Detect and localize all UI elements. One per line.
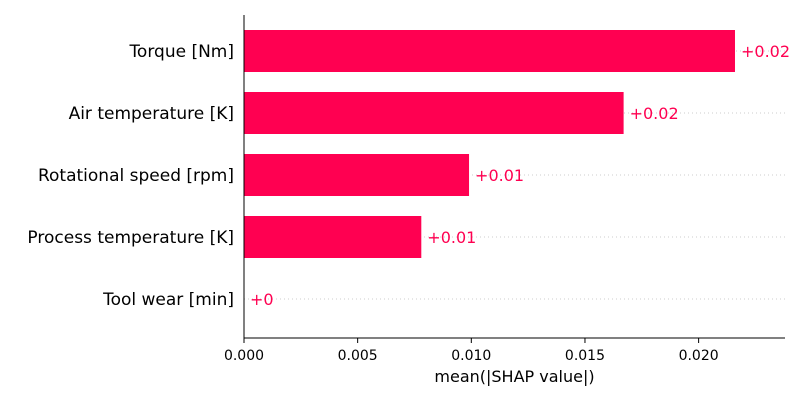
x-axis-title: mean(|SHAP value|): [434, 367, 594, 386]
x-tick-label: 0.005: [338, 348, 378, 364]
x-tick-label: 0.020: [679, 348, 719, 364]
category-label: Torque [Nm]: [128, 42, 234, 62]
x-tick-label: 0.010: [451, 348, 491, 364]
bar: [244, 30, 735, 72]
data-label: +0: [250, 290, 274, 309]
x-ticks: 0.000 0.005 0.010 0.015 0.020: [224, 338, 719, 364]
category-labels: Torque [Nm] Air temperature [K] Rotational…: [27, 42, 234, 310]
data-labels: +0.02 +0.02 +0.01 +0.01 +0: [250, 42, 790, 309]
category-label: Tool wear [min]: [102, 290, 234, 310]
bar: [244, 154, 470, 196]
data-label: +0.01: [475, 166, 524, 185]
category-label: Rotational speed [rpm]: [38, 166, 234, 186]
x-tick-label: 0.000: [224, 348, 264, 364]
data-label: +0.02: [741, 42, 790, 61]
category-label: Air temperature [K]: [69, 104, 234, 124]
bar: [244, 216, 422, 258]
x-tick-label: 0.015: [565, 348, 605, 364]
bar: [244, 92, 624, 134]
category-label: Process temperature [K]: [27, 228, 234, 248]
bars: [244, 30, 735, 258]
data-label: +0.01: [427, 228, 476, 247]
data-label: +0.02: [630, 104, 679, 123]
